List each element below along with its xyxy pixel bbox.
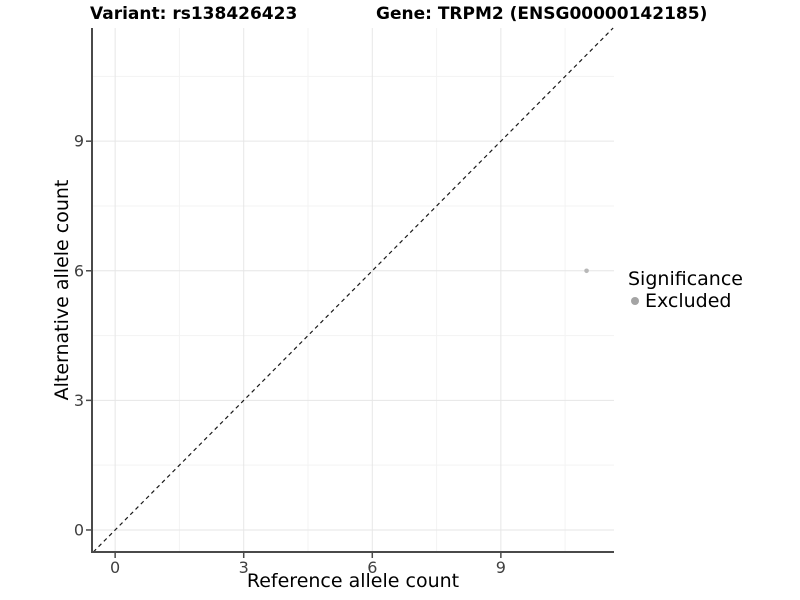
legend-point-icon (631, 297, 639, 305)
plot-title-variant: Variant: rs138426423 (90, 4, 298, 24)
legend-entry-label: Excluded (645, 290, 732, 312)
y-axis-title: Alternative allele count (51, 179, 73, 401)
y-tick-label: 9 (74, 132, 84, 151)
y-tick-label: 3 (74, 391, 84, 410)
x-tick-label: 0 (110, 558, 120, 577)
legend-title: Significance (628, 268, 743, 290)
plot-title-gene: Gene: TRPM2 (ENSG00000142185) (376, 4, 708, 24)
x-tick-label: 9 (496, 558, 506, 577)
legend: Significance Excluded (628, 268, 743, 312)
x-axis-title: Reference allele count (246, 570, 460, 592)
y-tick-label: 0 (74, 520, 84, 539)
data-point (584, 268, 589, 274)
legend-entry-excluded: Excluded (628, 290, 743, 312)
x-tick-label: 6 (367, 558, 377, 577)
y-tick-label: 6 (74, 261, 84, 280)
x-tick-label: 3 (239, 558, 249, 577)
identity-line (92, 27, 614, 553)
